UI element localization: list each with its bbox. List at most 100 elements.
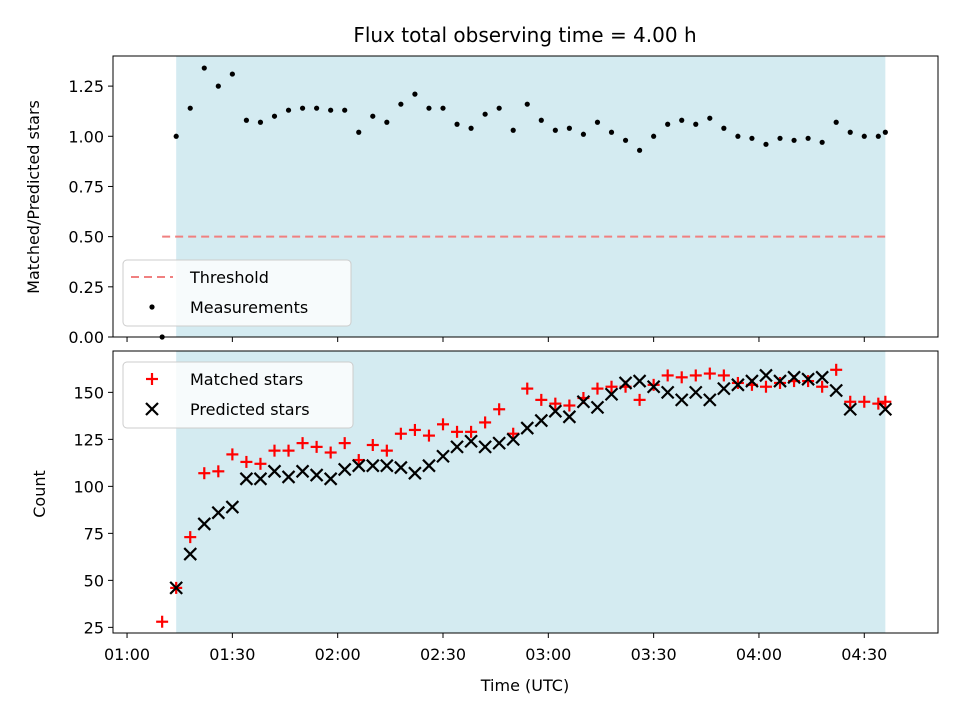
matched-stars-point (591, 382, 604, 395)
measurement-point (398, 101, 404, 107)
predicted-stars-point (450, 440, 464, 454)
matched-stars-point (661, 369, 674, 382)
predicted-stars-point (731, 378, 745, 392)
ratio-panel-frame (112, 55, 939, 338)
predicted-stars-point (688, 385, 703, 400)
measurement-point (791, 137, 797, 143)
predicted-stars-point (281, 470, 296, 484)
y-tick-label: 0.75 (68, 177, 104, 196)
matched-stars-point (830, 363, 843, 376)
ratio-panel: 0.00 0.25 0.50 0.75 1.00 1.25 Matched/Predict… (24, 55, 939, 347)
predicted-stars-point (703, 393, 717, 407)
measurement-point (608, 129, 615, 135)
predicted-stars-point (380, 458, 394, 473)
matched-stars-point (816, 380, 829, 393)
measurement-point (342, 107, 348, 113)
axes-frame (112, 55, 939, 338)
predicted-stars-point (211, 505, 226, 520)
matched-stars-point (380, 444, 393, 457)
matched-stars-point (521, 382, 534, 395)
matched-stars-point (394, 427, 407, 440)
predicted-stars-point (660, 385, 675, 400)
matched-stars-point (563, 399, 576, 412)
measurement-point (651, 133, 657, 139)
predicted-stars-point (646, 379, 661, 394)
predicted-stars-point (520, 421, 535, 435)
matched-stars-point (605, 380, 618, 393)
y-tick-label: 0.00 (68, 328, 104, 347)
predicted-stars-point (534, 413, 549, 428)
measurement-point (665, 121, 671, 127)
matched-stars-point (296, 437, 309, 450)
count-panel-marks (156, 363, 893, 628)
matched-stars-point (240, 455, 253, 468)
matched-stars-point (437, 418, 449, 431)
measurement-point (749, 135, 755, 141)
y-tick-label: 75 (84, 524, 104, 543)
matched-stars-point (268, 444, 281, 457)
measurement-point (328, 107, 334, 113)
measurement-point (552, 127, 558, 133)
x-tick-label: 02:30 (420, 645, 466, 664)
predicted-stars-point (604, 387, 619, 402)
measurement-point (777, 135, 783, 141)
measurement-point (187, 105, 193, 111)
matched-stars-point (254, 457, 267, 470)
x-tick-label: 03:30 (631, 645, 677, 664)
count-legend-box (122, 361, 354, 429)
predicted-stars-point (239, 472, 254, 486)
ratio-y-axis-title: Matched/Predicted stars (24, 100, 43, 294)
y-tick-label: 0.25 (68, 278, 104, 297)
matched-stars-point (802, 375, 815, 388)
y-tick-label: 125 (73, 430, 104, 449)
measurement-point (370, 113, 376, 119)
matched-stars-point (310, 440, 323, 453)
measurement-point (538, 117, 544, 123)
predicted-stars-point (759, 368, 773, 383)
matched-stars-point (282, 444, 295, 457)
x-tick-label: 01:00 (104, 645, 150, 664)
measurement-point (440, 105, 446, 111)
measurement-point (454, 121, 460, 127)
predicted-stars-point (843, 402, 858, 417)
predicted-stars-point (548, 404, 563, 418)
matched-stars-point (844, 395, 857, 408)
matched-stars-point (408, 423, 421, 436)
matched-stars-point (879, 395, 892, 408)
measurement-point (875, 133, 881, 139)
predicted-stars-point (267, 464, 282, 479)
measurement-point (257, 119, 264, 125)
measurement-point (524, 101, 530, 107)
measurement-point (679, 117, 685, 123)
predicted-stars-point (801, 372, 815, 386)
x-tick-label: 03:00 (525, 645, 571, 664)
matched-stars-legend-swatch (146, 373, 158, 385)
measurement-point (636, 147, 643, 153)
x-tick-label: 02:00 (315, 645, 361, 664)
y-tick-label: 100 (73, 477, 104, 496)
measurement-point (314, 105, 320, 111)
measurement-point (201, 65, 207, 71)
chart-title: Flux total observing time = 4.00 h (353, 23, 696, 47)
matched-stars-point (324, 446, 337, 459)
matched-stars-point (689, 369, 702, 382)
ratio-legend: Threshold Measurements (122, 259, 352, 327)
predicted-stars-point (464, 434, 478, 449)
matched-stars-point (872, 397, 885, 410)
matched-stars-point (703, 367, 716, 380)
predicted-stars-legend-label: Predicted stars (190, 400, 310, 419)
predicted-stars-point (183, 547, 198, 561)
x-tick-label: 01:30 (209, 645, 255, 664)
measurement-point (721, 125, 727, 131)
predicted-stars-point (351, 458, 366, 473)
count-panel-ticks: 25 50 75 100 125 150 01:00 01:30 02:00 02:30 03:00… (73, 383, 887, 664)
predicted-stars-point (506, 432, 520, 447)
x-axis-title: Time (UTC) (480, 676, 569, 695)
measurement-point (384, 119, 390, 125)
measurement-point (566, 125, 572, 131)
matched-stars-point (507, 427, 520, 440)
predicted-stars-point (225, 500, 240, 514)
count-legend: Matched stars Predicted stars (122, 361, 354, 429)
predicted-stars-point (169, 581, 183, 595)
predicted-stars-point (394, 460, 408, 475)
